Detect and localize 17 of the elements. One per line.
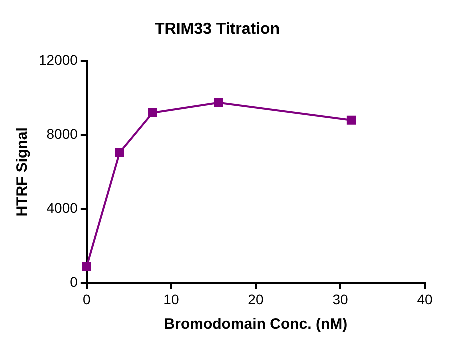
point bbox=[82, 262, 92, 272]
x-tick-label: 10 bbox=[164, 291, 180, 308]
point bbox=[115, 148, 124, 158]
x-tick-label: 30 bbox=[332, 291, 348, 308]
point bbox=[346, 116, 356, 125]
x-tick-label: 0 bbox=[83, 291, 92, 308]
x-tick-label: 20 bbox=[248, 291, 264, 308]
chart-title: TRIM33 Titration bbox=[154, 21, 280, 38]
y-axis-title: HTRF Signal bbox=[14, 128, 32, 217]
point bbox=[148, 108, 158, 118]
y-tick-label: 8000 bbox=[46, 126, 78, 142]
x-axis-title: Bromodomain Conc. (nM) bbox=[164, 316, 348, 334]
point bbox=[214, 98, 224, 108]
y-tick-label: 0 bbox=[70, 274, 78, 290]
y-tick-label: 4000 bbox=[46, 200, 78, 216]
y-tick-label: 12000 bbox=[38, 52, 78, 68]
x-tick-label: 40 bbox=[417, 291, 433, 308]
